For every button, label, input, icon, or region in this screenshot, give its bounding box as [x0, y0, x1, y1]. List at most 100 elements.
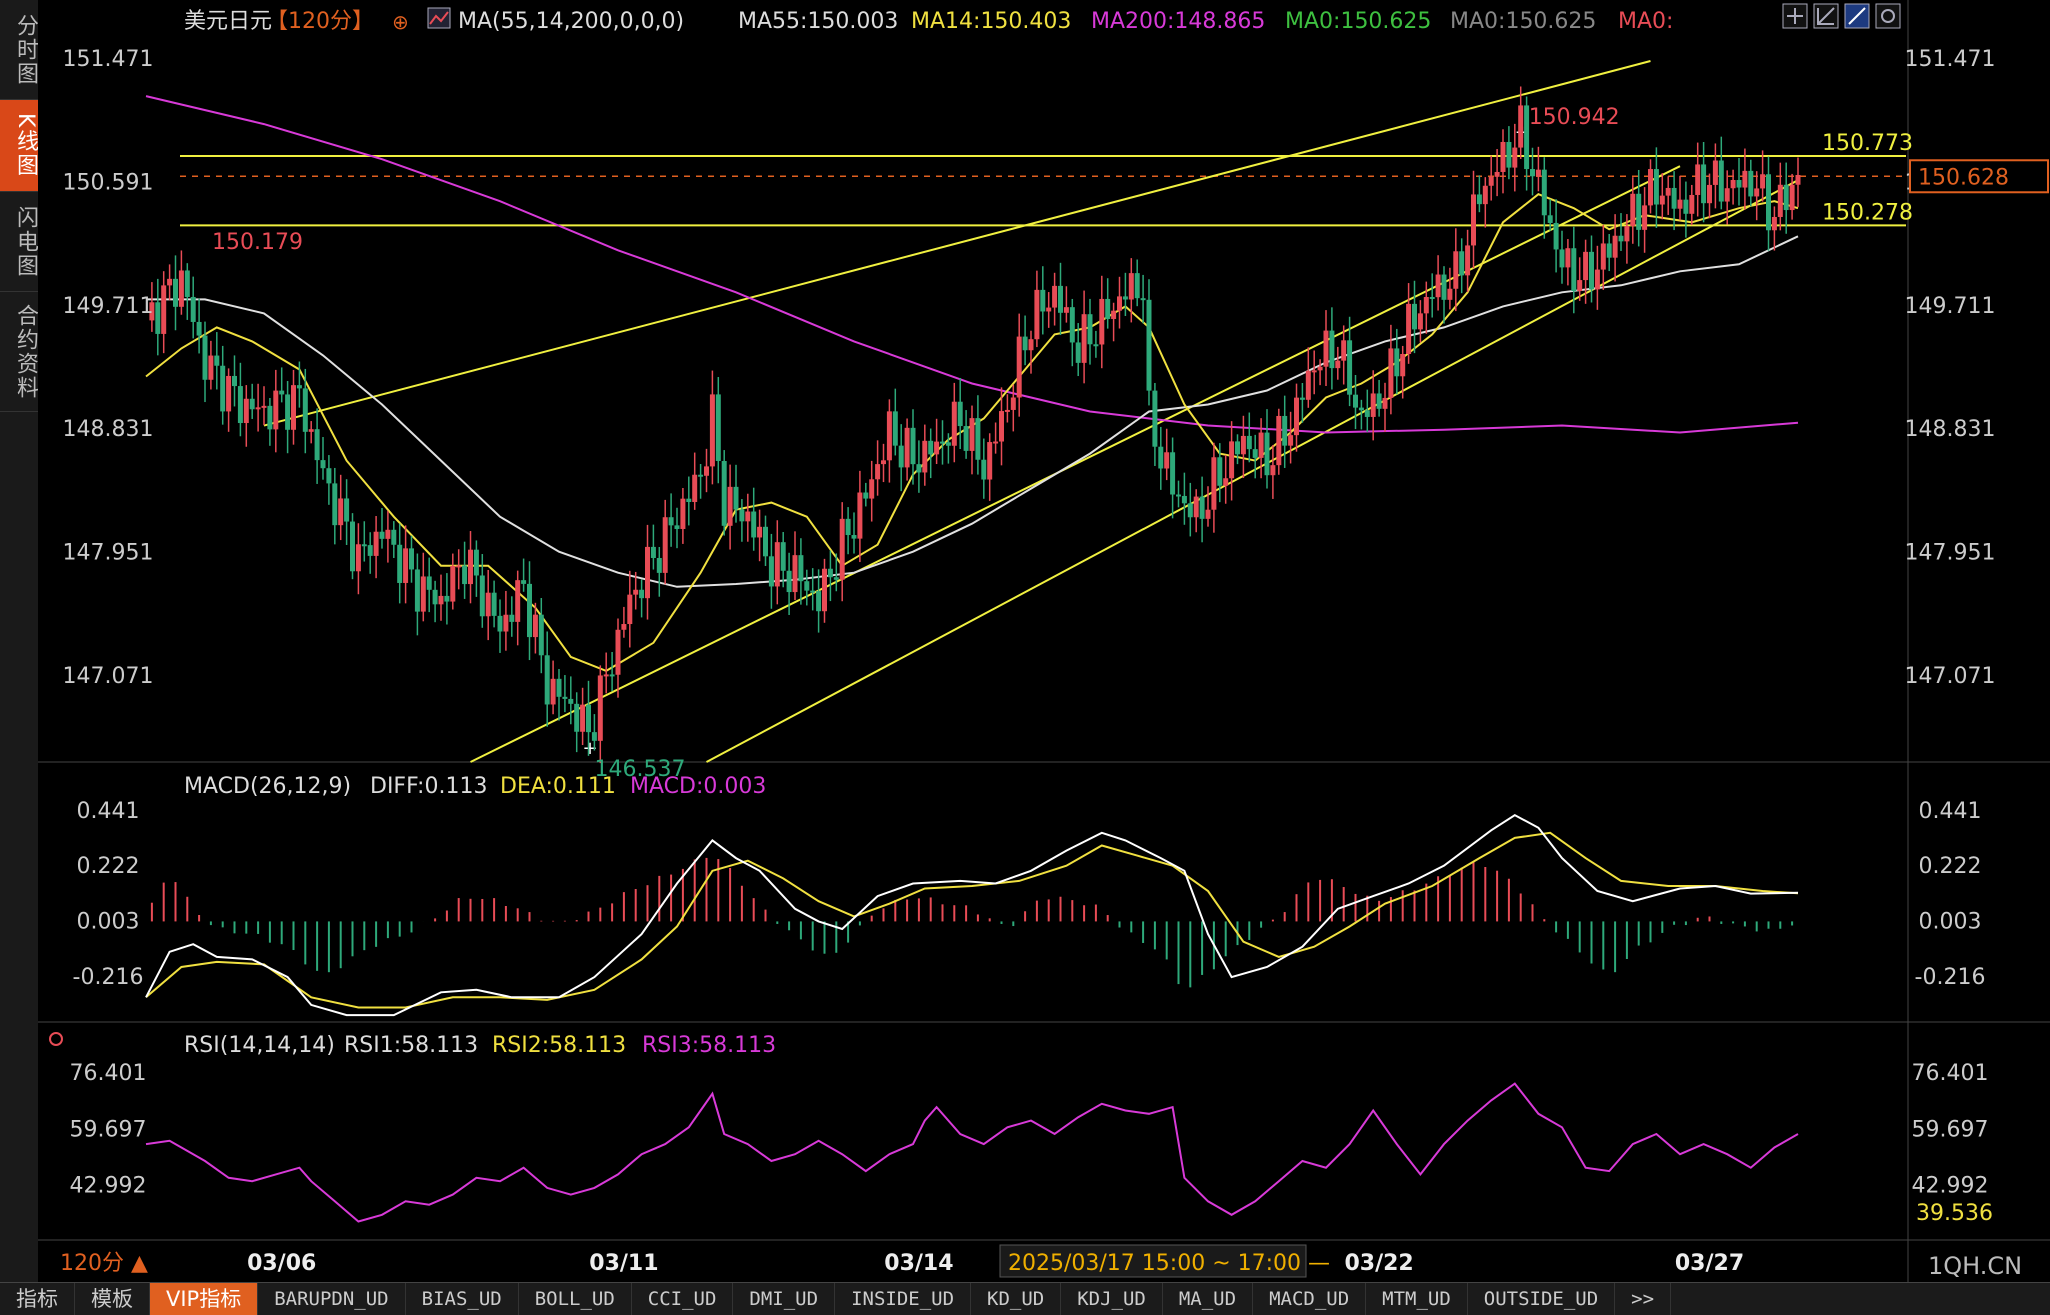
candle-body: [550, 678, 556, 705]
trend-line: [706, 179, 1799, 763]
candle-body: [1034, 289, 1040, 340]
ma200-line: [145, 95, 1799, 434]
tab-inside[interactable]: INSIDE_UD: [835, 1283, 972, 1315]
price-tick-right: 149.711: [1905, 294, 1996, 319]
tab-bias[interactable]: BIAS_UD: [406, 1283, 519, 1315]
candle-body: [1181, 495, 1187, 504]
rsi-tick-left: 59.697: [70, 1117, 147, 1142]
symbol-title: 美元日元: [184, 9, 272, 34]
candle-body: [609, 674, 615, 677]
candle-body: [1730, 180, 1736, 189]
candle-body: [161, 285, 167, 334]
candle-body: [456, 565, 462, 568]
candle-body: [798, 555, 804, 582]
candle-body: [497, 615, 503, 632]
candle-body: [1571, 248, 1577, 292]
sun-icon[interactable]: [49, 1032, 63, 1046]
add-indicator-icon[interactable]: ⊕: [392, 10, 409, 34]
candle-body: [355, 544, 361, 572]
candle-body: [1317, 366, 1323, 371]
trend-line: [263, 60, 1651, 427]
candle-body: [1659, 195, 1665, 205]
macd-tick-right: 0.441: [1919, 799, 1982, 824]
candle-body: [1559, 249, 1565, 268]
candle-body: [845, 518, 851, 536]
candle-body: [1040, 289, 1046, 312]
candle-body: [875, 464, 881, 480]
x-tick: 03/11: [589, 1251, 658, 1276]
candle-body: [1482, 185, 1488, 205]
candle-body: [816, 591, 822, 612]
candle-body: [621, 624, 627, 630]
tab-kdj[interactable]: KDJ_UD: [1061, 1283, 1163, 1315]
tab-contract-info[interactable]: 合约资料: [0, 292, 38, 412]
candle-body: [196, 321, 202, 336]
tab-mtm[interactable]: MTM_UD: [1366, 1283, 1468, 1315]
indicator-menu[interactable]: 指标: [0, 1283, 75, 1315]
candle-body: [1471, 194, 1476, 246]
candle-body: [1187, 503, 1193, 518]
tab-kd[interactable]: KD_UD: [971, 1283, 1062, 1315]
ma14-value: MA14:150.403: [911, 9, 1071, 34]
tab-barupdn[interactable]: BARUPDN_UD: [258, 1283, 406, 1315]
candle-body: [863, 492, 869, 499]
candle-body: [568, 698, 574, 704]
last-price-box: 150.628: [1909, 159, 2049, 194]
candle-body: [173, 278, 178, 307]
candle-body: [438, 595, 444, 605]
candle-body: [957, 401, 963, 427]
candle-body: [1122, 296, 1128, 300]
candle-body: [910, 427, 916, 465]
more-tabs-button[interactable]: >>: [1615, 1283, 1672, 1315]
tab-boll[interactable]: BOLL_UD: [519, 1283, 632, 1315]
template-menu[interactable]: 模板: [75, 1283, 150, 1315]
candle-body: [1299, 397, 1305, 400]
price-tick-left: 150.591: [63, 170, 154, 195]
price-tick-left: 147.071: [63, 664, 154, 689]
period-selector[interactable]: 120分 ▲: [60, 1251, 148, 1276]
rsi-axis-labels: 76.401 76.401 59.697 59.697 42.992 42.992: [70, 1061, 1989, 1198]
macd-tick-right: 0.003: [1919, 910, 1982, 935]
candle-body: [1282, 415, 1288, 446]
candle-body: [1152, 390, 1158, 447]
vip-indicator-tab[interactable]: VIP指标: [150, 1283, 259, 1315]
candle-body: [1524, 105, 1530, 170]
candle-body: [1063, 307, 1069, 313]
candle-body: [1795, 174, 1801, 185]
tab-flash-chart[interactable]: 闪电图: [0, 192, 38, 292]
candle-body: [1158, 446, 1164, 469]
candle-body: [827, 568, 833, 578]
candle-body: [1205, 509, 1211, 519]
candle-body: [344, 498, 350, 522]
candle-body: [1246, 435, 1252, 450]
candle-body: [1335, 360, 1341, 369]
candle-body: [255, 407, 261, 410]
candle-body: [881, 460, 886, 465]
candle-body: [178, 270, 184, 307]
candle-body: [1642, 205, 1648, 230]
tab-kline[interactable]: K线图: [0, 100, 38, 192]
tab-dmi[interactable]: DMI_UD: [733, 1283, 836, 1315]
candle-body: [279, 390, 285, 395]
tab-ma[interactable]: MA_UD: [1163, 1283, 1254, 1315]
settings-icon[interactable]: [1875, 3, 1901, 29]
candle-body: [1459, 251, 1465, 276]
tab-time-share[interactable]: 分时图: [0, 0, 38, 100]
tab-cci[interactable]: CCI_UD: [632, 1283, 734, 1315]
candle-body: [1429, 296, 1435, 299]
candle-body: [1754, 188, 1760, 197]
candle-body: [763, 526, 768, 557]
candle-body: [1305, 370, 1311, 400]
x-tick: 03/14: [884, 1251, 953, 1276]
candle-body: [1140, 298, 1146, 301]
tab-macd[interactable]: MACD_UD: [1253, 1283, 1367, 1315]
candle-body: [556, 678, 562, 697]
x-tick: 03/06: [247, 1251, 316, 1276]
rsi-current-label: 39.536: [1916, 1201, 1993, 1226]
chart-area[interactable]: ++ 151.471151.471150.591150.591149.71114…: [38, 0, 2050, 1282]
macd-tick-right: 0.222: [1919, 854, 1982, 879]
price-tick-right: 147.951: [1905, 541, 1996, 566]
tab-outside[interactable]: OUTSIDE_UD: [1468, 1283, 1616, 1315]
candle-body: [1695, 164, 1701, 195]
candle-body: [1701, 164, 1707, 204]
